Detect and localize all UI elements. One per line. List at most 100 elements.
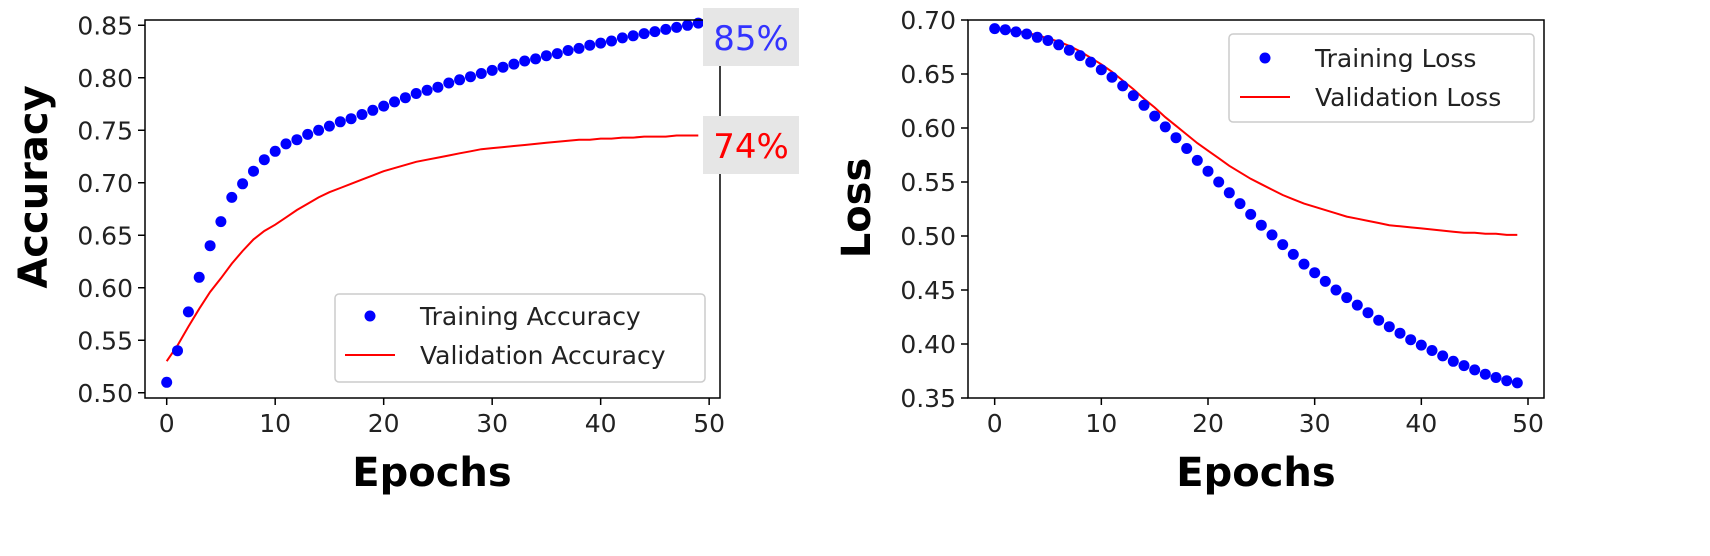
training-loss-point xyxy=(1170,132,1182,144)
training-loss-point xyxy=(1149,110,1161,122)
accuracy-y-tick-label: 0.70 xyxy=(77,169,133,198)
accuracy-x-tick-label: 10 xyxy=(259,409,291,438)
training-accuracy-point xyxy=(334,116,346,128)
training-accuracy-point xyxy=(323,120,335,132)
training-accuracy-point xyxy=(193,271,205,283)
training-accuracy-point xyxy=(248,165,259,177)
loss-x-tick-label: 30 xyxy=(1299,409,1331,438)
training-loss-point xyxy=(1277,239,1289,251)
training-loss-point xyxy=(1202,165,1214,177)
accuracy-x-axis-label: Epochs xyxy=(352,450,511,496)
accuracy-plot-frame xyxy=(144,19,721,399)
training-loss-point xyxy=(1373,314,1385,326)
training-accuracy-point xyxy=(313,124,325,136)
training-accuracy-point xyxy=(584,39,596,51)
loss-x-tick-label: 50 xyxy=(1512,409,1544,438)
training-loss-point xyxy=(1426,345,1438,356)
annotation-85-box xyxy=(703,8,799,66)
accuracy-axis-ticks: 0 10 20 30 40 50 0.50 0.55 0.60 0.65 0.70 0.75 0.80 0… xyxy=(77,11,725,438)
training-loss-point xyxy=(1117,80,1129,92)
loss-y-tick-label: 0.70 xyxy=(900,6,956,35)
accuracy-y-tick-label: 0.80 xyxy=(77,64,133,93)
training-loss-point xyxy=(1469,364,1481,376)
loss-x-axis-label: Epochs xyxy=(1176,450,1335,496)
training-loss-point xyxy=(1021,28,1033,40)
training-accuracy-point xyxy=(161,376,173,388)
training-accuracy-point xyxy=(551,48,563,60)
training-loss-point xyxy=(1330,284,1342,296)
annotation-85-text: 85% xyxy=(713,19,789,59)
training-accuracy-point xyxy=(475,68,487,79)
training-loss-point xyxy=(1458,360,1470,372)
training-accuracy-point xyxy=(616,32,628,44)
training-accuracy-point xyxy=(172,345,183,357)
training-accuracy-point xyxy=(497,61,509,73)
training-loss-point xyxy=(1223,187,1235,199)
training-loss-point xyxy=(1181,143,1193,154)
accuracy-legend-box xyxy=(334,293,706,383)
loss-chart: 0 10 20 30 40 50 0.35 0.40 0.45 0.50 0.55 0.60 0.65 0… xyxy=(834,6,1545,496)
training-accuracy-point xyxy=(508,58,520,70)
loss-x-tick-label: 20 xyxy=(1192,409,1224,438)
training-accuracy-point xyxy=(258,154,270,166)
training-accuracy-point xyxy=(465,71,476,83)
training-accuracy-point xyxy=(486,64,498,76)
training-loss-point xyxy=(1266,229,1278,241)
training-loss-point xyxy=(1106,71,1118,83)
training-loss-point xyxy=(1319,275,1331,287)
training-accuracy-point xyxy=(454,74,466,86)
training-loss-point xyxy=(1063,44,1075,56)
training-loss-point xyxy=(1031,31,1043,43)
training-loss-point xyxy=(1159,121,1171,133)
training-loss-point xyxy=(989,23,1001,35)
training-loss-point xyxy=(1191,154,1203,166)
legend-training-loss-label: Training Loss xyxy=(1314,44,1476,73)
training-loss-point xyxy=(1234,198,1246,210)
legend-training-accuracy-marker xyxy=(364,310,376,322)
training-accuracy-point xyxy=(345,113,357,125)
training-accuracy-point xyxy=(410,88,422,99)
training-accuracy-point xyxy=(182,306,194,318)
training-accuracy-point xyxy=(595,37,607,49)
training-loss-point xyxy=(1309,267,1321,279)
accuracy-x-tick-label: 30 xyxy=(476,409,508,438)
accuracy-chart: 0 10 20 30 40 50 0.50 0.55 0.60 0.65 0.70 0.75 0.80 0… xyxy=(11,8,799,496)
training-loss-point xyxy=(1394,327,1406,339)
training-loss-point xyxy=(1287,248,1299,260)
training-loss-point xyxy=(1447,355,1459,367)
training-accuracy-point xyxy=(269,145,281,157)
training-loss-point xyxy=(1085,56,1097,68)
training-accuracy-point xyxy=(660,23,672,35)
loss-y-axis-label: Loss xyxy=(834,158,880,259)
training-accuracy-point xyxy=(421,84,433,96)
training-accuracy-point xyxy=(519,55,531,67)
training-accuracy-point xyxy=(291,134,303,146)
training-accuracy-point xyxy=(226,191,238,203)
training-accuracy-point xyxy=(204,240,216,252)
training-loss-point xyxy=(1511,377,1523,389)
training-accuracy-point xyxy=(638,28,650,40)
training-loss-point xyxy=(1010,26,1022,38)
loss-x-tick-label: 0 xyxy=(987,409,1003,438)
training-accuracy-point xyxy=(356,109,368,120)
training-accuracy-point xyxy=(540,50,552,62)
training-loss-point xyxy=(1437,350,1449,362)
annotation-74-text: 74% xyxy=(713,127,789,167)
loss-y-tick-label: 0.45 xyxy=(900,276,956,305)
training-loss-point xyxy=(999,24,1011,36)
training-loss-point xyxy=(1351,299,1363,311)
training-loss-point xyxy=(1501,375,1513,387)
loss-y-tick-label: 0.35 xyxy=(900,384,956,413)
annotation-74-box xyxy=(703,116,799,174)
accuracy-x-tick-label: 40 xyxy=(585,409,617,438)
training-loss-point xyxy=(1383,321,1395,333)
training-loss-point xyxy=(1074,50,1086,62)
loss-x-tick-label: 40 xyxy=(1405,409,1437,438)
loss-y-tick-label: 0.55 xyxy=(900,168,956,197)
accuracy-y-axis-label: Accuracy xyxy=(11,85,57,288)
validation-accuracy-line xyxy=(165,134,699,362)
training-loss-point xyxy=(1053,39,1065,51)
training-accuracy-point xyxy=(530,53,542,65)
loss-legend: Training Loss Validation Loss xyxy=(1228,33,1535,123)
loss-y-tick-label: 0.40 xyxy=(900,330,956,359)
